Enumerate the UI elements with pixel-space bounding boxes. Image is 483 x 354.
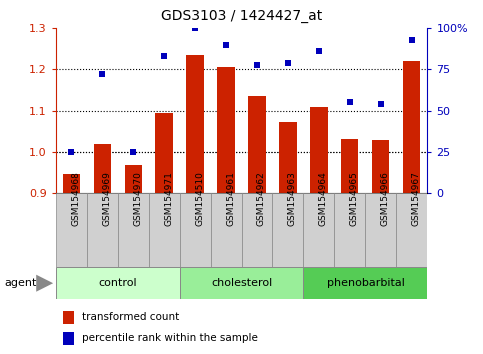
Bar: [86, 193, 117, 267]
Text: GSM154510: GSM154510: [195, 171, 204, 226]
Text: GSM154968: GSM154968: [71, 171, 80, 226]
Bar: [156, 113, 172, 193]
Point: [129, 149, 137, 155]
Bar: [372, 140, 389, 193]
Polygon shape: [36, 275, 53, 292]
Point: [377, 101, 385, 107]
Text: GSM154962: GSM154962: [257, 171, 266, 226]
Bar: [125, 165, 142, 193]
Bar: [248, 96, 266, 193]
Text: GSM154970: GSM154970: [133, 171, 142, 226]
Bar: [62, 175, 80, 193]
Bar: [56, 193, 86, 267]
Point: [408, 37, 416, 43]
Bar: [63, 311, 74, 324]
Bar: [180, 267, 303, 299]
Text: transformed count: transformed count: [82, 312, 179, 322]
Point: [346, 99, 354, 105]
Text: GSM154965: GSM154965: [350, 171, 359, 226]
Bar: [341, 139, 358, 193]
Text: percentile rank within the sample: percentile rank within the sample: [82, 333, 257, 343]
Bar: [280, 122, 297, 193]
Bar: [272, 193, 303, 267]
Bar: [63, 332, 74, 345]
Text: cholesterol: cholesterol: [211, 278, 272, 288]
Bar: [186, 55, 203, 193]
Bar: [311, 107, 327, 193]
Bar: [56, 267, 180, 299]
Bar: [303, 267, 427, 299]
Text: GSM154966: GSM154966: [381, 171, 390, 226]
Text: phenobarbital: phenobarbital: [327, 278, 404, 288]
Text: GDS3103 / 1424427_at: GDS3103 / 1424427_at: [161, 9, 322, 23]
Bar: [403, 61, 421, 193]
Bar: [242, 193, 272, 267]
Text: GSM154961: GSM154961: [226, 171, 235, 226]
Bar: [117, 193, 149, 267]
Text: control: control: [98, 278, 137, 288]
Point: [222, 42, 230, 48]
Bar: [211, 193, 242, 267]
Text: GSM154969: GSM154969: [102, 171, 111, 226]
Text: GSM154971: GSM154971: [164, 171, 173, 226]
Point: [253, 62, 261, 67]
Bar: [366, 193, 397, 267]
Bar: [94, 144, 111, 193]
Text: agent: agent: [5, 278, 37, 288]
Bar: [180, 193, 211, 267]
Point: [160, 53, 168, 59]
Point: [191, 25, 199, 31]
Bar: [397, 193, 427, 267]
Bar: [334, 193, 366, 267]
Text: GSM154964: GSM154964: [319, 171, 328, 226]
Point: [98, 72, 106, 77]
Point: [284, 60, 292, 66]
Text: GSM154963: GSM154963: [288, 171, 297, 226]
Point: [315, 48, 323, 54]
Bar: [149, 193, 180, 267]
Bar: [217, 67, 235, 193]
Bar: [303, 193, 334, 267]
Text: GSM154967: GSM154967: [412, 171, 421, 226]
Point: [67, 149, 75, 155]
